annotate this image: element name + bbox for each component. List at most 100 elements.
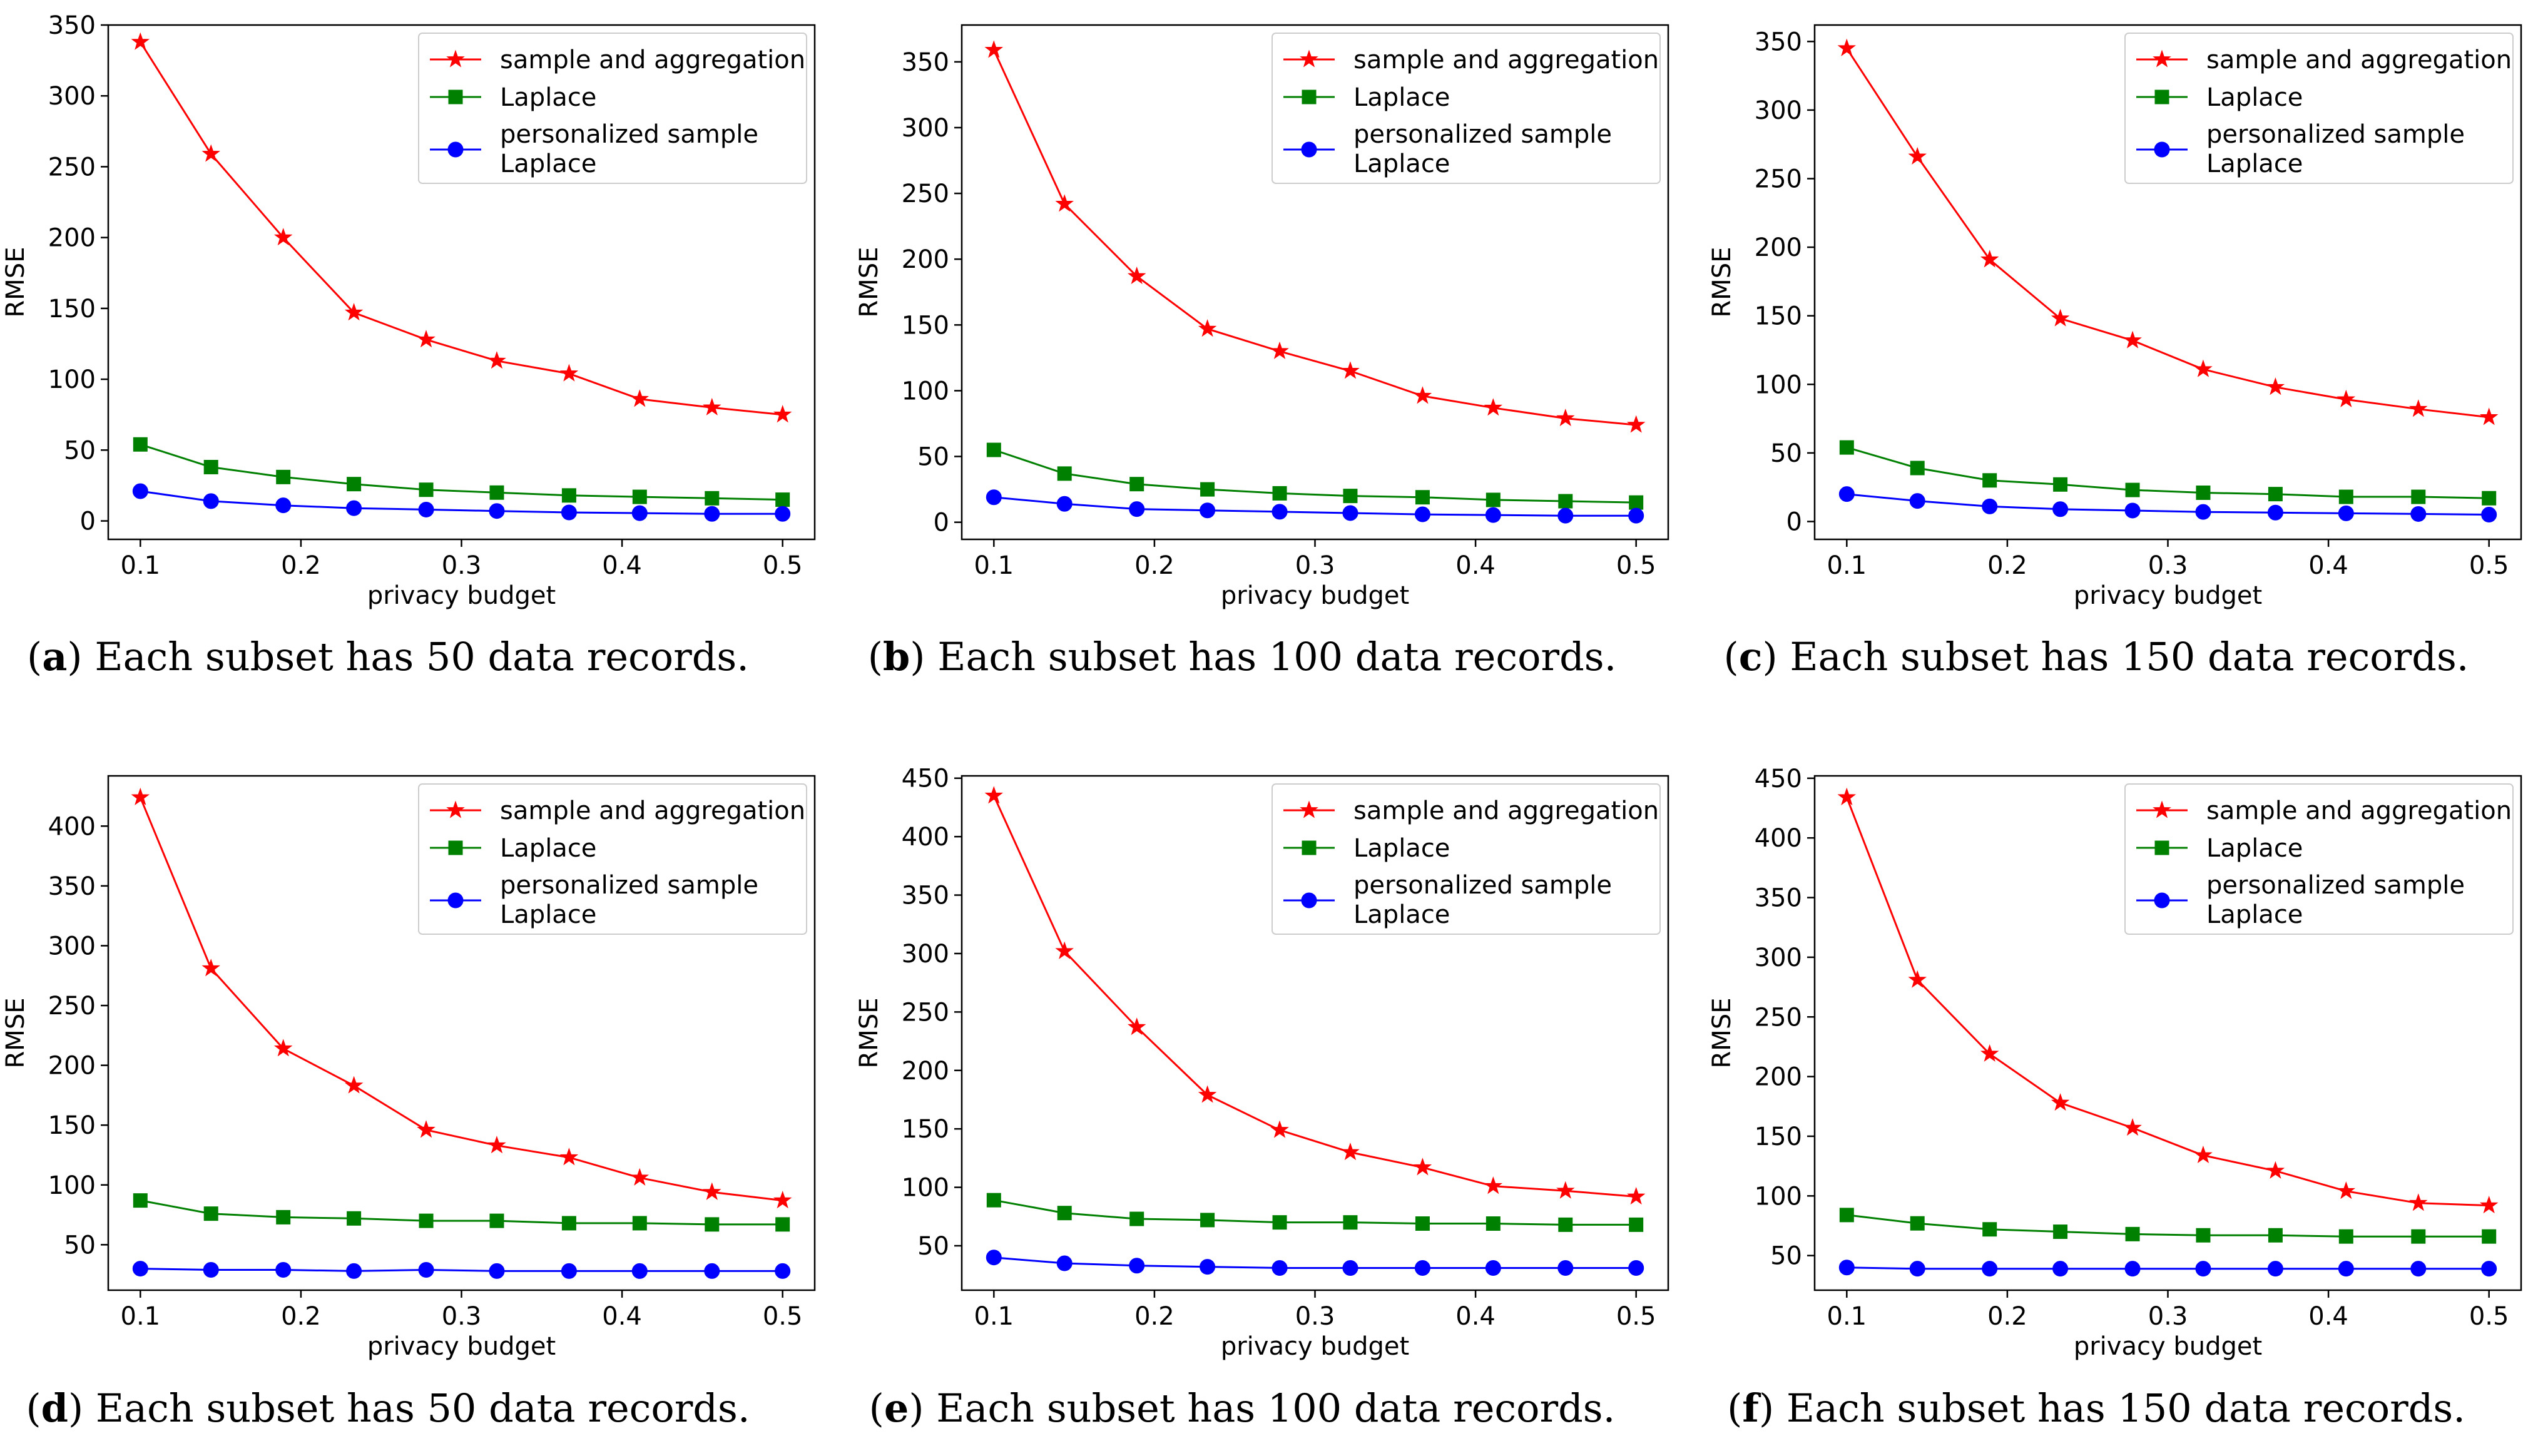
series-line xyxy=(140,490,783,515)
legend: sample and aggregationLaplacepersonalize… xyxy=(2124,783,2514,935)
x-tick-label: 0.1 xyxy=(974,1302,1014,1331)
legend-label-personalized-line2: Laplace xyxy=(1353,150,1450,178)
data-point-star xyxy=(1484,398,1503,416)
y-tick-label: 400 xyxy=(902,823,949,852)
data-point-star xyxy=(1270,1120,1289,1138)
caption-paren-open: ( xyxy=(1727,1385,1742,1431)
data-point-circle xyxy=(1557,1260,1574,1276)
legend-label-personalized-line1: personalized sample xyxy=(500,120,758,149)
y-tick-label: 300 xyxy=(1755,96,1802,125)
data-point-square xyxy=(986,1193,1001,1208)
y-tick-label: 200 xyxy=(1755,233,1802,262)
legend-box xyxy=(418,783,807,935)
legend-swatch-square xyxy=(2154,89,2169,104)
data-point-circle xyxy=(1838,1260,1855,1276)
series-sample-and-aggregation xyxy=(131,787,792,1209)
data-point-circle xyxy=(1628,507,1644,524)
y-tick-label: 150 xyxy=(48,295,96,323)
legend-box xyxy=(2124,33,2514,184)
data-point-star xyxy=(1626,415,1646,433)
caption-letter: e xyxy=(884,1385,909,1431)
legend-label-personalized-line1: personalized sample xyxy=(500,871,758,900)
caption-paren-close: ) xyxy=(67,634,94,680)
data-point-circle xyxy=(2267,1261,2283,1277)
data-point-square xyxy=(2053,1224,2068,1240)
y-tick-label: 100 xyxy=(48,365,96,394)
data-point-star xyxy=(1127,266,1146,285)
data-point-star xyxy=(1413,1158,1432,1176)
legend-swatch-circle xyxy=(1301,141,1317,158)
data-point-star xyxy=(703,397,721,415)
y-tick-label: 300 xyxy=(902,940,949,969)
y-tick-label: 350 xyxy=(902,48,949,77)
data-point-star xyxy=(2479,407,2499,425)
x-tick-label: 0.1 xyxy=(974,551,1014,580)
y-tick-label: 350 xyxy=(902,882,949,910)
y-tick-label: 300 xyxy=(48,82,96,111)
caption-paren-close: ) xyxy=(909,1385,936,1431)
data-point-square xyxy=(2268,487,2283,502)
y-axis-label: RMSE xyxy=(1708,998,1736,1069)
chart-panel-b: 0.1 0.2 0.3 0.4 0.5 0 50 100 150 200 250 300 350 priv… xyxy=(855,24,1669,680)
series-laplace xyxy=(986,442,1644,510)
y-tick-label: 50 xyxy=(917,443,949,472)
y-axis-label: RMSE xyxy=(1708,247,1736,318)
y-tick-label: 100 xyxy=(1755,1182,1802,1211)
data-point-square xyxy=(1200,1213,1215,1228)
data-point-square xyxy=(2196,485,2211,500)
caption-text: Each subset has 100 data records. xyxy=(936,1385,1615,1431)
y-tick-label: 300 xyxy=(48,932,96,960)
y-tick-label: 300 xyxy=(1755,944,1802,972)
caption-letter: c xyxy=(1739,634,1763,680)
data-point-square xyxy=(1129,1211,1144,1226)
chart-panel-a: 0.1 0.2 0.3 0.4 0.5 0 50 100 150 200 250 300 350 priv… xyxy=(1,11,816,680)
x-tick-label: 0.2 xyxy=(1987,551,2027,580)
data-point-star xyxy=(2123,330,2142,349)
data-point-square xyxy=(203,1206,218,1221)
y-tick-label: 250 xyxy=(48,153,96,181)
caption-text: Each subset has 100 data records. xyxy=(937,634,1616,680)
y-tick-label: 100 xyxy=(1755,370,1802,399)
data-point-square xyxy=(2125,1226,2140,1241)
legend-swatch-star xyxy=(2153,800,2171,818)
x-tick-label: 0.2 xyxy=(281,551,321,580)
data-point-square xyxy=(1343,489,1358,504)
y-axis-label: RMSE xyxy=(855,998,884,1069)
x-tick-label: 0.2 xyxy=(1987,1302,2027,1331)
data-point-square xyxy=(1839,440,1854,455)
data-point-star xyxy=(1556,409,1575,427)
data-point-circle xyxy=(2481,507,2497,523)
legend-box xyxy=(418,33,807,184)
y-tick-label: 350 xyxy=(48,872,96,901)
caption: (a) Each subset has 50 data records. xyxy=(27,634,749,680)
series-line xyxy=(140,1268,783,1272)
legend-swatch-square xyxy=(2154,840,2169,855)
x-tick-label: 0.4 xyxy=(1455,551,1496,580)
legend-label-laplace: Laplace xyxy=(1353,83,1450,112)
legend: sample and aggregationLaplacepersonalize… xyxy=(418,783,807,935)
data-point-square xyxy=(1839,1208,1854,1223)
series-line xyxy=(139,797,783,1202)
chart-panel-e: 0.1 0.2 0.3 0.4 0.5 50 100 150 200 250 300 350 400 45… xyxy=(855,765,1669,1431)
series-line xyxy=(1846,48,2489,419)
data-point-square xyxy=(1486,1216,1501,1231)
data-point-star xyxy=(273,228,293,246)
x-tick-label: 0.5 xyxy=(1616,1302,1656,1331)
legend-label-laplace: Laplace xyxy=(500,834,596,863)
data-point-circle xyxy=(489,1263,505,1279)
data-point-star xyxy=(417,330,436,348)
caption-paren-open: ( xyxy=(1724,634,1739,680)
y-tick-label: 300 xyxy=(902,114,949,143)
y-tick-label: 200 xyxy=(48,1052,96,1081)
data-point-square xyxy=(1629,1217,1644,1232)
data-point-square xyxy=(775,1217,790,1232)
data-point-circle xyxy=(132,483,148,499)
x-tick-label: 0.5 xyxy=(2469,1302,2509,1331)
y-tick-label: 100 xyxy=(902,1174,949,1203)
x-tick-label: 0.5 xyxy=(1616,551,1656,580)
legend-label-laplace: Laplace xyxy=(500,83,596,112)
legend-label-personalized-line2: Laplace xyxy=(500,900,596,929)
data-point-square xyxy=(2482,1229,2497,1244)
legend-swatch-star xyxy=(1300,800,1318,818)
series-line xyxy=(140,443,783,501)
